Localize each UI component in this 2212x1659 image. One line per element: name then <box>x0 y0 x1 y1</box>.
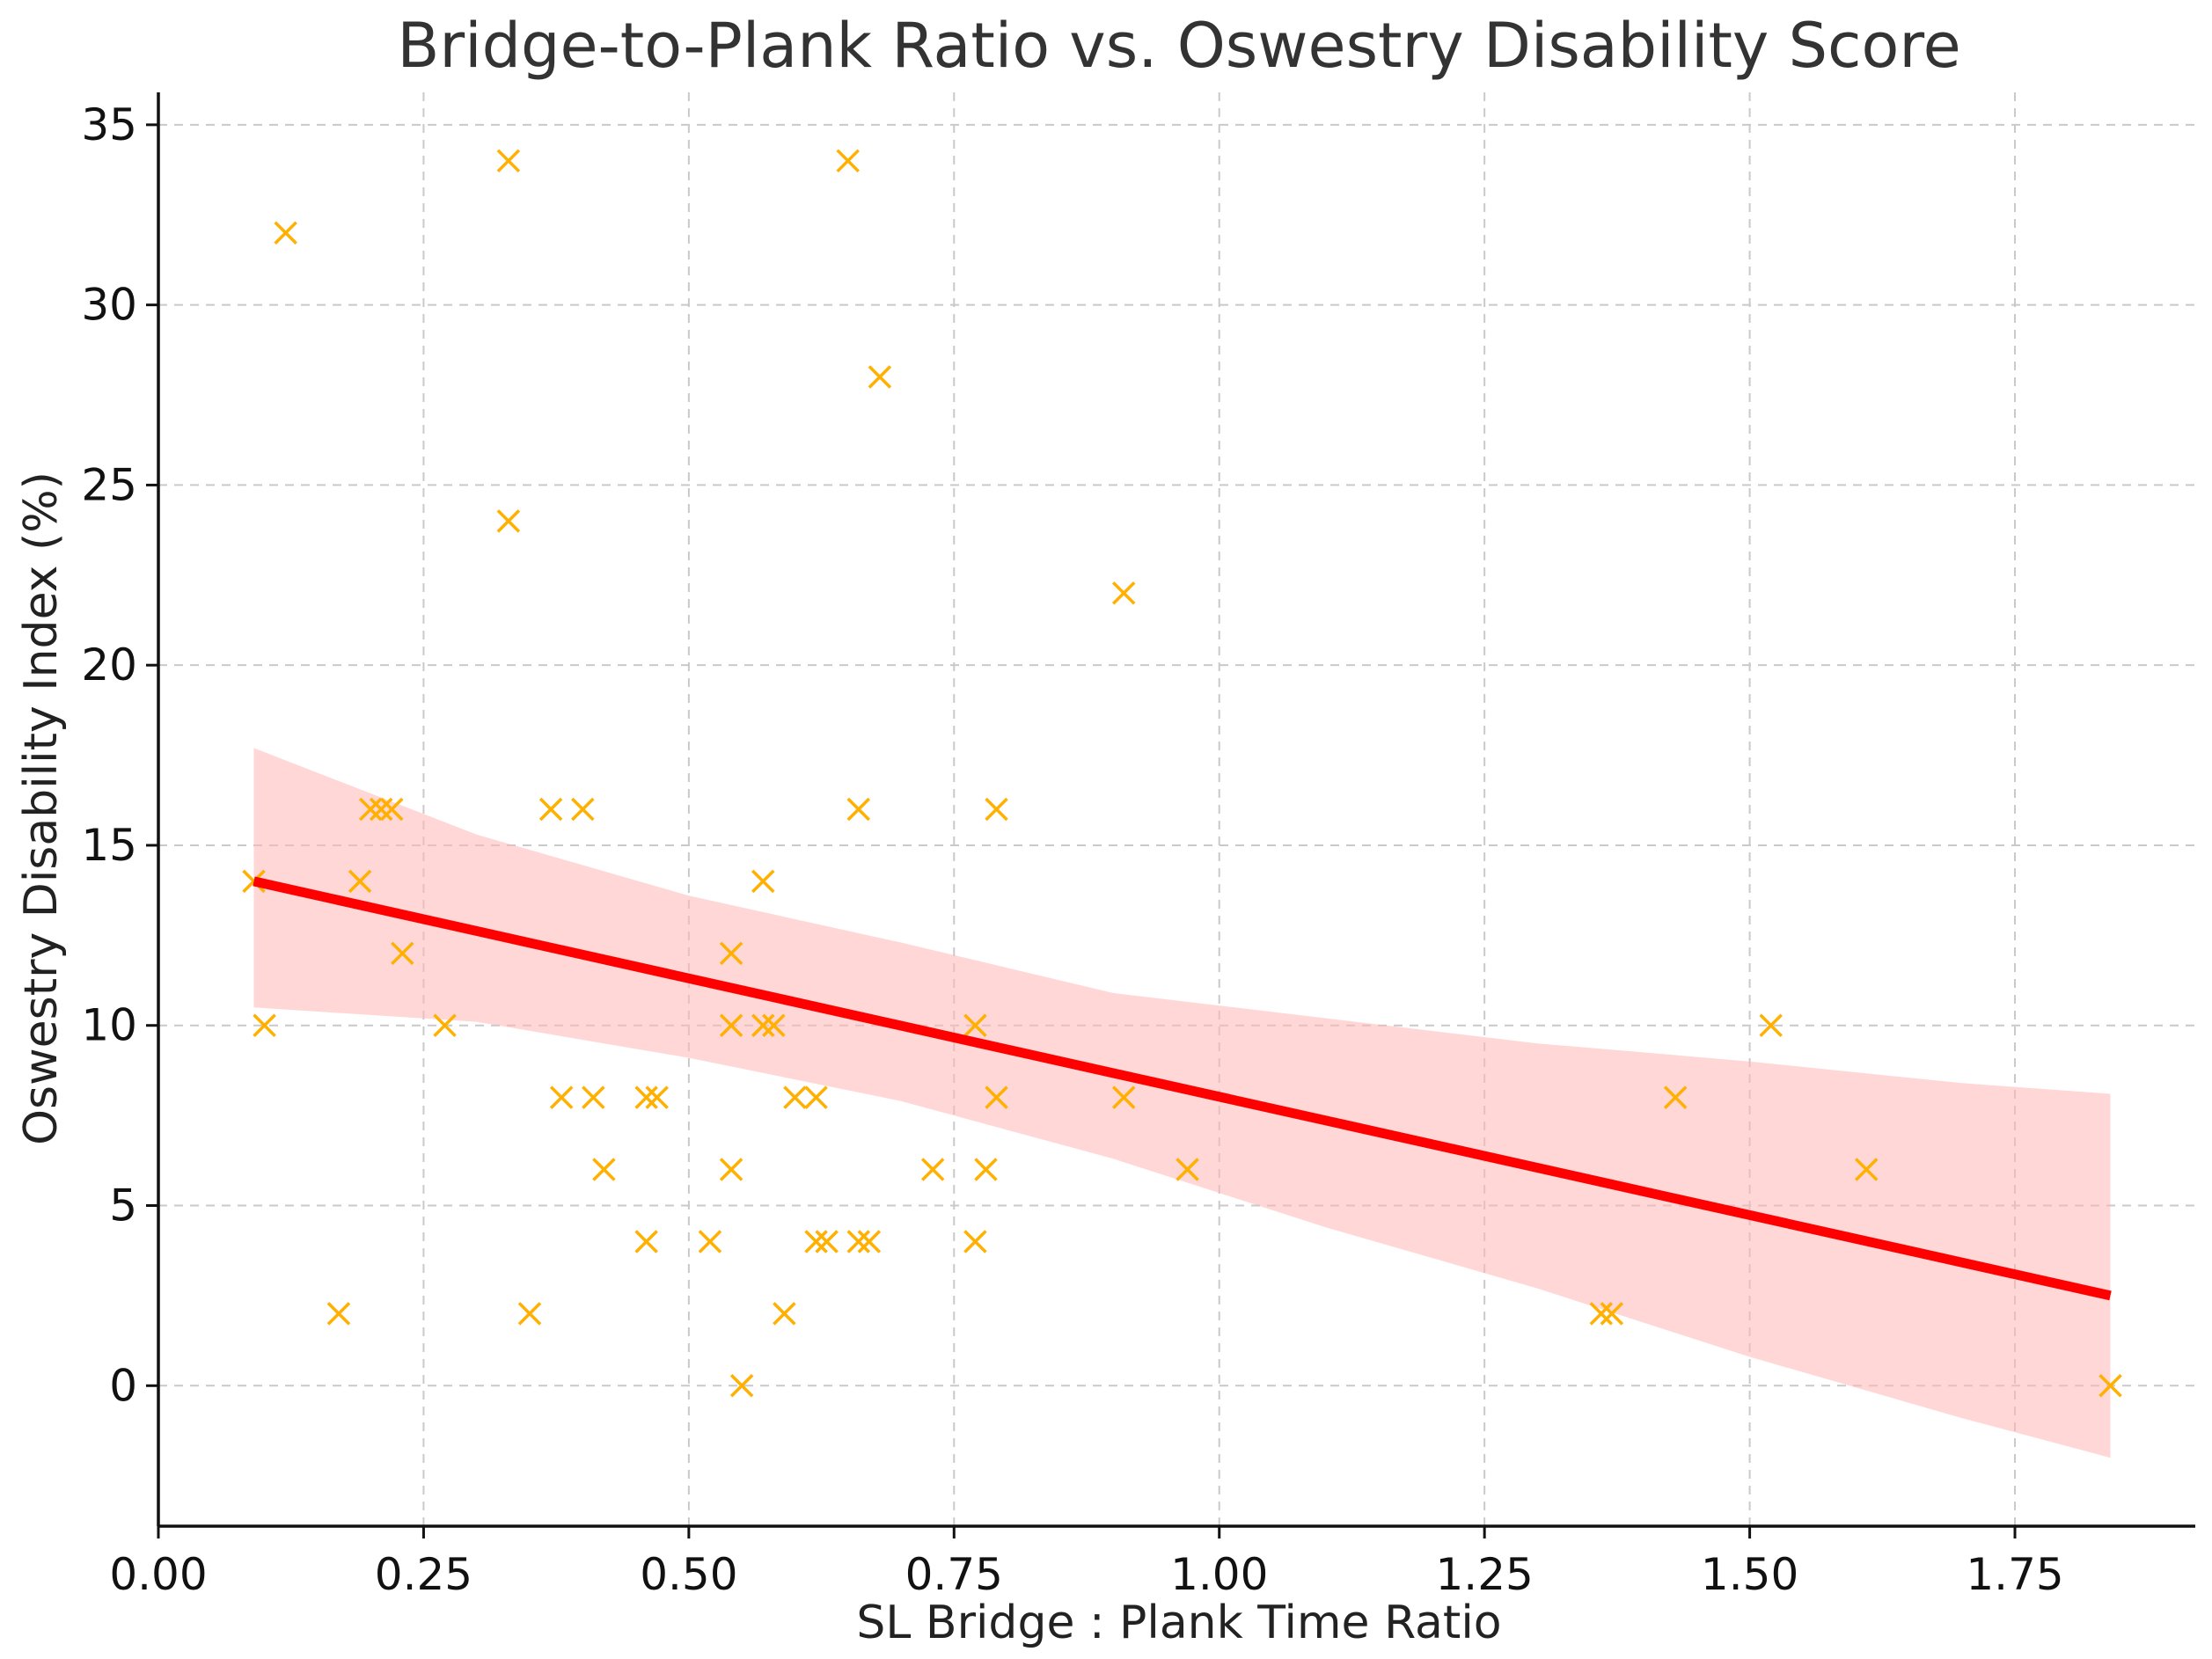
data-point <box>369 797 393 822</box>
data-point <box>274 221 297 245</box>
data-point <box>582 1085 605 1109</box>
data-point <box>773 1302 796 1326</box>
data-point <box>496 509 521 533</box>
data-point <box>1111 581 1136 605</box>
data-point <box>391 941 414 966</box>
data-point <box>253 1013 276 1037</box>
y-tick-label: 10 <box>81 1000 137 1051</box>
y-axis-ticks: 0 5 10 15 20 25 30 35 <box>81 99 158 1411</box>
data-point <box>974 1158 998 1181</box>
data-point <box>433 1013 457 1037</box>
data-point <box>1589 1302 1614 1326</box>
data-point <box>719 1158 743 1181</box>
x-tick-label: 0.75 <box>905 1549 1003 1600</box>
regression-line <box>253 876 2112 1301</box>
data-point <box>815 1230 839 1253</box>
data-point <box>857 1230 882 1253</box>
confidence-band <box>253 748 2111 1458</box>
y-tick-label: 15 <box>81 820 137 871</box>
data-point <box>985 1085 1008 1109</box>
data-point <box>804 1230 828 1253</box>
x-tick-label: 0.00 <box>109 1549 207 1600</box>
data-point <box>380 797 404 822</box>
data-point <box>592 1158 616 1181</box>
data-point <box>783 1085 807 1109</box>
data-point <box>634 1230 658 1253</box>
x-tick-label: 1.25 <box>1435 1549 1533 1600</box>
data-point <box>846 797 871 822</box>
y-tick-label: 30 <box>81 280 137 331</box>
data-point <box>1600 1302 1624 1326</box>
x-tick-label: 0.50 <box>640 1549 737 1600</box>
y-tick-label: 35 <box>81 99 137 150</box>
data-point <box>2098 1374 2122 1398</box>
x-tick-label: 1.50 <box>1701 1549 1798 1600</box>
y-tick-label: 20 <box>81 639 137 691</box>
data-point <box>985 797 1008 822</box>
data-point <box>762 1013 786 1037</box>
data-point <box>836 149 860 173</box>
data-point <box>868 365 892 389</box>
data-point <box>920 1158 945 1181</box>
data-point <box>846 1230 871 1253</box>
x-axis-ticks: 0.00 0.25 0.50 0.75 1.00 1.25 1.50 1.75 <box>109 1526 2064 1600</box>
data-point <box>634 1085 658 1109</box>
data-point <box>571 797 595 822</box>
data-point <box>538 797 563 822</box>
data-point <box>645 1085 669 1109</box>
data-points <box>242 149 2122 1398</box>
x-tick-label: 0.25 <box>375 1549 472 1600</box>
data-point <box>729 1374 754 1398</box>
data-point <box>751 1013 775 1037</box>
chart-title: Bridge-to-Plank Ratio vs. Oswestry Disab… <box>397 10 1960 82</box>
x-tick-label: 1.75 <box>1966 1549 2063 1600</box>
data-point <box>1111 1085 1136 1109</box>
data-point <box>751 869 775 894</box>
data-point <box>963 1013 987 1037</box>
data-point <box>719 941 743 966</box>
x-tick-label: 1.00 <box>1170 1549 1268 1600</box>
data-point <box>963 1230 987 1253</box>
data-point <box>549 1085 574 1109</box>
data-point <box>358 797 383 822</box>
x-axis-label: SL Bridge : Plank Time Ratio <box>856 1597 1501 1649</box>
y-axis-label: Oswestry Disability Index (%) <box>15 471 68 1145</box>
data-point <box>1663 1085 1688 1109</box>
data-point <box>348 869 372 894</box>
data-point <box>1176 1158 1199 1181</box>
y-tick-label: 5 <box>109 1180 137 1231</box>
data-point <box>804 1085 828 1109</box>
y-tick-label: 25 <box>81 459 137 510</box>
data-point <box>1854 1158 1879 1181</box>
data-point <box>1759 1013 1783 1037</box>
y-tick-label: 0 <box>109 1360 137 1411</box>
data-point <box>719 1013 743 1037</box>
data-point <box>698 1230 722 1253</box>
data-point <box>326 1302 351 1326</box>
data-point <box>496 149 521 173</box>
axes <box>157 92 2195 1528</box>
data-point <box>517 1302 542 1326</box>
